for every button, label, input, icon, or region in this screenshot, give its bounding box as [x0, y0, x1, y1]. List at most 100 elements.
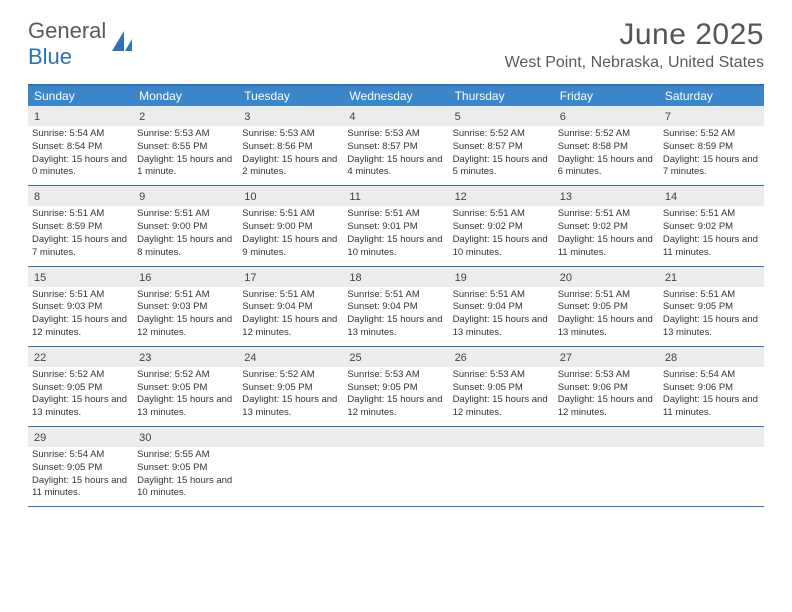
day-cell: 7Sunrise: 5:52 AMSunset: 8:59 PMDaylight…: [659, 106, 764, 185]
day-number: 18: [349, 272, 361, 284]
daynum-row: 13: [554, 186, 659, 206]
sunset-line: Sunset: 8:58 PM: [558, 141, 655, 154]
sunrise-line: Sunrise: 5:53 AM: [347, 128, 444, 141]
sunset-line: Sunset: 8:59 PM: [32, 221, 129, 234]
title-block: June 2025 West Point, Nebraska, United S…: [505, 18, 764, 72]
daylight-line: Daylight: 15 hours and 11 minutes.: [663, 394, 760, 420]
daylight-line: Daylight: 15 hours and 12 minutes.: [242, 314, 339, 340]
day-number: 9: [139, 191, 145, 203]
day-number: 26: [455, 352, 467, 364]
day-number: 17: [244, 272, 256, 284]
day-cell: 17Sunrise: 5:51 AMSunset: 9:04 PMDayligh…: [238, 267, 343, 346]
sunrise-line: Sunrise: 5:51 AM: [137, 208, 234, 221]
sunset-line: Sunset: 8:57 PM: [347, 141, 444, 154]
day-cell: 30 Sunrise: 5:55 AMSunset: 9:05 PMDayligh…: [133, 427, 238, 506]
sunrise-line: Sunrise: 5:55 AM: [137, 449, 234, 462]
daylight-line: Daylight: 15 hours and 7 minutes.: [663, 154, 760, 180]
daylight-line: Daylight: 15 hours and 12 minutes.: [558, 394, 655, 420]
day-number: 12: [455, 191, 467, 203]
daynum-row: 30: [133, 427, 238, 447]
day-number: 25: [349, 352, 361, 364]
daylight-line: Daylight: 15 hours and 10 minutes.: [453, 234, 550, 260]
daynum-row: 23: [133, 347, 238, 367]
daylight-line: Daylight: 15 hours and 13 minutes.: [347, 314, 444, 340]
day-cell: 12Sunrise: 5:51 AMSunset: 9:02 PMDayligh…: [449, 186, 554, 265]
sunset-line: Sunset: 9:05 PM: [32, 462, 129, 475]
day-cell: .: [449, 427, 554, 506]
daylight-line: Daylight: 15 hours and 8 minutes.: [137, 234, 234, 260]
daylight-line: Daylight: 15 hours and 13 minutes.: [137, 394, 234, 420]
sunset-line: Sunset: 9:06 PM: [663, 382, 760, 395]
sunrise-line: Sunrise: 5:51 AM: [347, 208, 444, 221]
day-number: 19: [455, 272, 467, 284]
day-cell: 21Sunrise: 5:51 AMSunset: 9:05 PMDayligh…: [659, 267, 764, 346]
sunset-line: Sunset: 9:05 PM: [137, 462, 234, 475]
day-number: 22: [34, 352, 46, 364]
day-cell: 20Sunrise: 5:51 AMSunset: 9:05 PMDayligh…: [554, 267, 659, 346]
sunrise-line: Sunrise: 5:52 AM: [32, 369, 129, 382]
week-row: 29Sunrise: 5:54 AMSunset: 9:05 PMDayligh…: [28, 427, 764, 507]
daynum-row: 3: [238, 106, 343, 126]
sunset-line: Sunset: 9:05 PM: [558, 301, 655, 314]
sunset-line: Sunset: 9:04 PM: [347, 301, 444, 314]
day-cell: 26 Sunrise: 5:53 AMSunset: 9:05 PMDayligh…: [449, 347, 554, 426]
day-cell: 15Sunrise: 5:51 AMSunset: 9:03 PMDayligh…: [28, 267, 133, 346]
dow-label: Saturday: [659, 86, 764, 106]
month-title: June 2025: [505, 18, 764, 52]
sunset-line: Sunset: 9:02 PM: [558, 221, 655, 234]
day-number: 20: [560, 272, 572, 284]
daylight-line: Daylight: 15 hours and 13 minutes.: [32, 394, 129, 420]
daylight-line: Daylight: 15 hours and 0 minutes.: [32, 154, 129, 180]
day-number: 10: [244, 191, 256, 203]
day-cell: 6Sunrise: 5:52 AMSunset: 8:58 PMDaylight…: [554, 106, 659, 185]
daylight-line: Daylight: 15 hours and 1 minute.: [137, 154, 234, 180]
sunset-line: Sunset: 8:57 PM: [453, 141, 550, 154]
daynum-row: 4: [343, 106, 448, 126]
day-number: 5: [455, 111, 461, 123]
daylight-line: Daylight: 15 hours and 7 minutes.: [32, 234, 129, 260]
sunset-line: Sunset: 9:05 PM: [347, 382, 444, 395]
sunrise-line: Sunrise: 5:54 AM: [663, 369, 760, 382]
brand-logo: General Blue: [28, 18, 136, 70]
daylight-line: Daylight: 15 hours and 11 minutes.: [663, 234, 760, 260]
sunrise-line: Sunrise: 5:53 AM: [453, 369, 550, 382]
daynum-row: 1: [28, 106, 133, 126]
daylight-line: Daylight: 15 hours and 12 minutes.: [137, 314, 234, 340]
day-cell: 3Sunrise: 5:53 AMSunset: 8:56 PMDaylight…: [238, 106, 343, 185]
day-number: 15: [34, 272, 46, 284]
day-number: 13: [560, 191, 572, 203]
day-number: 8: [34, 191, 40, 203]
daylight-line: Daylight: 15 hours and 13 minutes.: [242, 394, 339, 420]
day-cell: 28Sunrise: 5:54 AMSunset: 9:06 PMDayligh…: [659, 347, 764, 426]
day-cell: .: [238, 427, 343, 506]
sunrise-line: Sunrise: 5:51 AM: [558, 208, 655, 221]
day-cell: 29Sunrise: 5:54 AMSunset: 9:05 PMDayligh…: [28, 427, 133, 506]
sunrise-line: Sunrise: 5:51 AM: [663, 208, 760, 221]
daylight-line: Daylight: 15 hours and 13 minutes.: [558, 314, 655, 340]
daylight-line: Daylight: 15 hours and 12 minutes.: [453, 394, 550, 420]
day-number: 30: [139, 432, 151, 444]
day-cell: .: [343, 427, 448, 506]
sunset-line: Sunset: 9:02 PM: [663, 221, 760, 234]
sunrise-line: Sunrise: 5:51 AM: [242, 208, 339, 221]
day-cell: 9 Sunrise: 5:51 AMSunset: 9:00 PMDaylight…: [133, 186, 238, 265]
sunset-line: Sunset: 9:05 PM: [453, 382, 550, 395]
day-cell: 10Sunrise: 5:51 AMSunset: 9:00 PMDayligh…: [238, 186, 343, 265]
daynum-row: 27: [554, 347, 659, 367]
day-cell: .: [554, 427, 659, 506]
daynum-row: 15: [28, 267, 133, 287]
daynum-row: 8: [28, 186, 133, 206]
sunrise-line: Sunrise: 5:51 AM: [453, 208, 550, 221]
daylight-line: Daylight: 15 hours and 10 minutes.: [137, 475, 234, 501]
sunset-line: Sunset: 9:00 PM: [137, 221, 234, 234]
dow-label: Thursday: [449, 86, 554, 106]
calendar: SundayMondayTuesdayWednesdayThursdayFrid…: [28, 84, 764, 507]
daynum-row: 22: [28, 347, 133, 367]
daynum-row: 26: [449, 347, 554, 367]
sunrise-line: Sunrise: 5:51 AM: [32, 208, 129, 221]
daynum-row: 16: [133, 267, 238, 287]
daynum-row: 11: [343, 186, 448, 206]
day-number: 23: [139, 352, 151, 364]
day-number: 16: [139, 272, 151, 284]
sunset-line: Sunset: 9:04 PM: [453, 301, 550, 314]
